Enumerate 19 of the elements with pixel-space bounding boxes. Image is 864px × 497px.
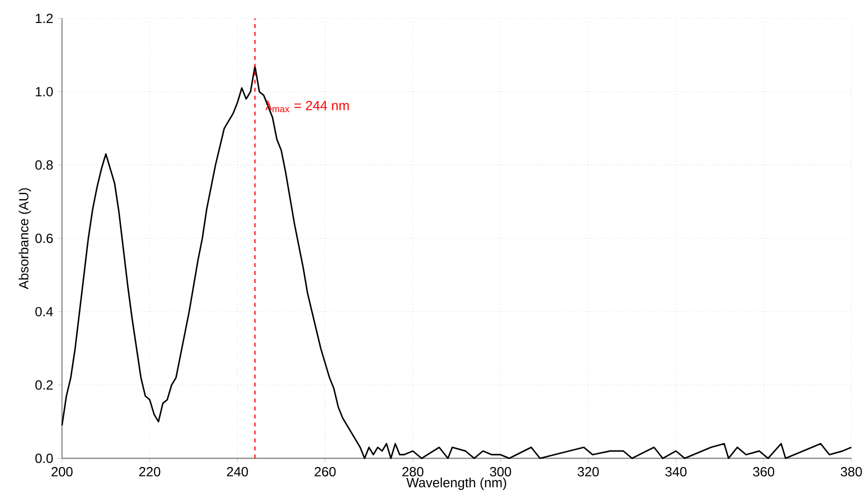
x-axis-title: Wavelength (nm): [406, 478, 506, 490]
y-tick-label: 1.2: [36, 14, 53, 23]
x-tick-label: 360: [753, 467, 774, 476]
x-tick-label: 260: [314, 467, 336, 476]
x-tick-label: 320: [578, 467, 599, 476]
y-tick-label: 0.6: [35, 234, 53, 244]
x-tick-label: 280: [402, 467, 424, 476]
x-tick-label: 200: [52, 467, 73, 476]
y-tick-label: 0.8: [35, 160, 53, 170]
y-tick-label: 1.0: [36, 86, 53, 96]
x-tick-label: 380: [840, 467, 862, 476]
x-tick-label: 300: [490, 467, 512, 476]
y-tick-label: 0.0: [35, 454, 53, 464]
x-tick-label: 240: [226, 467, 248, 476]
x-tick-label: 220: [139, 467, 160, 476]
x-tick-label: 340: [665, 467, 686, 476]
y-tick-label: 0.4: [35, 306, 53, 316]
y-axis-title: Absorbance (AU): [18, 188, 32, 290]
y-tick-label: 0.2: [35, 380, 53, 390]
